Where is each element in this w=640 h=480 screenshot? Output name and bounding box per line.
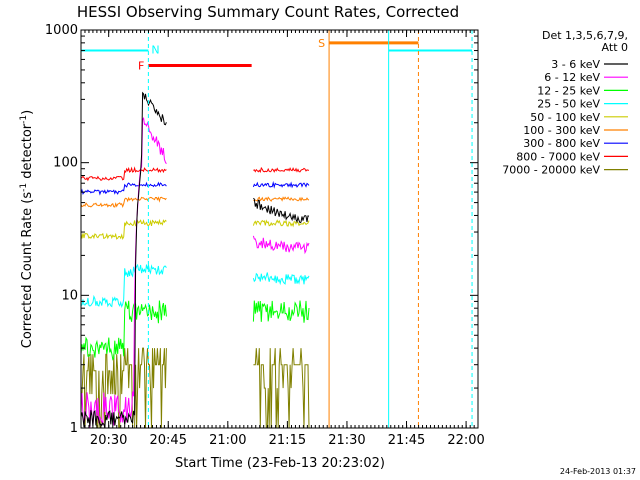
legend-label-5: 100 - 300 keV [523, 124, 600, 137]
x-axis-label: Start Time (23-Feb-13 20:23:02) [175, 456, 385, 471]
y-tick-label: 1000 [45, 23, 78, 38]
footer-date: 24-Feb-2013 01:37 [560, 467, 636, 476]
series-trace-3-0 [80, 263, 167, 309]
x-axis: 20:30 20:45 21:00 21:15 21:30 21:45 22:00 [84, 30, 485, 448]
series-trace-1-1 [252, 235, 310, 255]
legend-label-3: 25 - 50 keV [537, 98, 600, 111]
series-traces [80, 91, 310, 429]
series-trace-2-0 [80, 300, 167, 361]
legend-label-4: 50 - 100 keV [530, 111, 600, 124]
x-tick-label: 21:30 [328, 433, 365, 448]
series-trace-5-0 [80, 196, 167, 208]
x-tick-label: 21:45 [388, 433, 425, 448]
series-trace-0-1 [253, 197, 310, 224]
legend-header-line-2: Att 0 [602, 41, 628, 54]
legend-header-line-1: Det 1,3,5,6,7,9, [542, 29, 628, 42]
flag-bars: NF S [81, 37, 473, 73]
series-trace-0-0 [80, 91, 167, 428]
y-axis-label: Corrected Count Rate (s-1 detector-1) [19, 110, 35, 348]
flag-label-F: F [138, 60, 144, 73]
y-axis: 1 10 100 1000 [45, 23, 478, 436]
series-trace-1-0 [80, 117, 167, 428]
series-trace-6-1 [252, 180, 310, 189]
series-trace-7-0 [80, 166, 167, 182]
legend-label-8: 7000 - 20000 keV [502, 164, 600, 177]
x-tick-label: 20:45 [150, 433, 187, 448]
x-tick-label: 22:00 [447, 433, 484, 448]
flag-label-S: S [318, 37, 325, 50]
legend-label-1: 6 - 12 keV [544, 71, 600, 84]
legend-label-6: 300 - 800 keV [523, 137, 600, 150]
legend-label-7: 800 - 7000 keV [516, 150, 600, 163]
x-tick-label: 21:00 [209, 433, 246, 448]
series-trace-8-0 [81, 347, 167, 429]
y-tick-label: 1 [70, 421, 78, 436]
legend-label-2: 12 - 25 keV [537, 84, 600, 97]
legend-label-0: 3 - 6 keV [551, 58, 600, 71]
series-trace-4-0 [80, 218, 167, 241]
series-trace-7-1 [253, 166, 310, 173]
series-trace-2-1 [252, 300, 310, 323]
y-tick-label: 100 [53, 156, 78, 171]
series-trace-8-1 [253, 348, 310, 429]
chart-title: HESSI Observing Summary Count Rates, Cor… [77, 3, 459, 21]
series-trace-5-1 [253, 196, 310, 202]
flag-label-N: N [151, 44, 159, 57]
attenuator-lines [147, 30, 473, 428]
series-trace-4-1 [252, 219, 310, 228]
series-trace-3-1 [252, 272, 310, 286]
x-tick-label: 21:15 [269, 433, 306, 448]
x-tick-label: 20:30 [90, 433, 127, 448]
series-trace-6-0 [80, 181, 167, 196]
y-tick-label: 10 [61, 288, 78, 303]
